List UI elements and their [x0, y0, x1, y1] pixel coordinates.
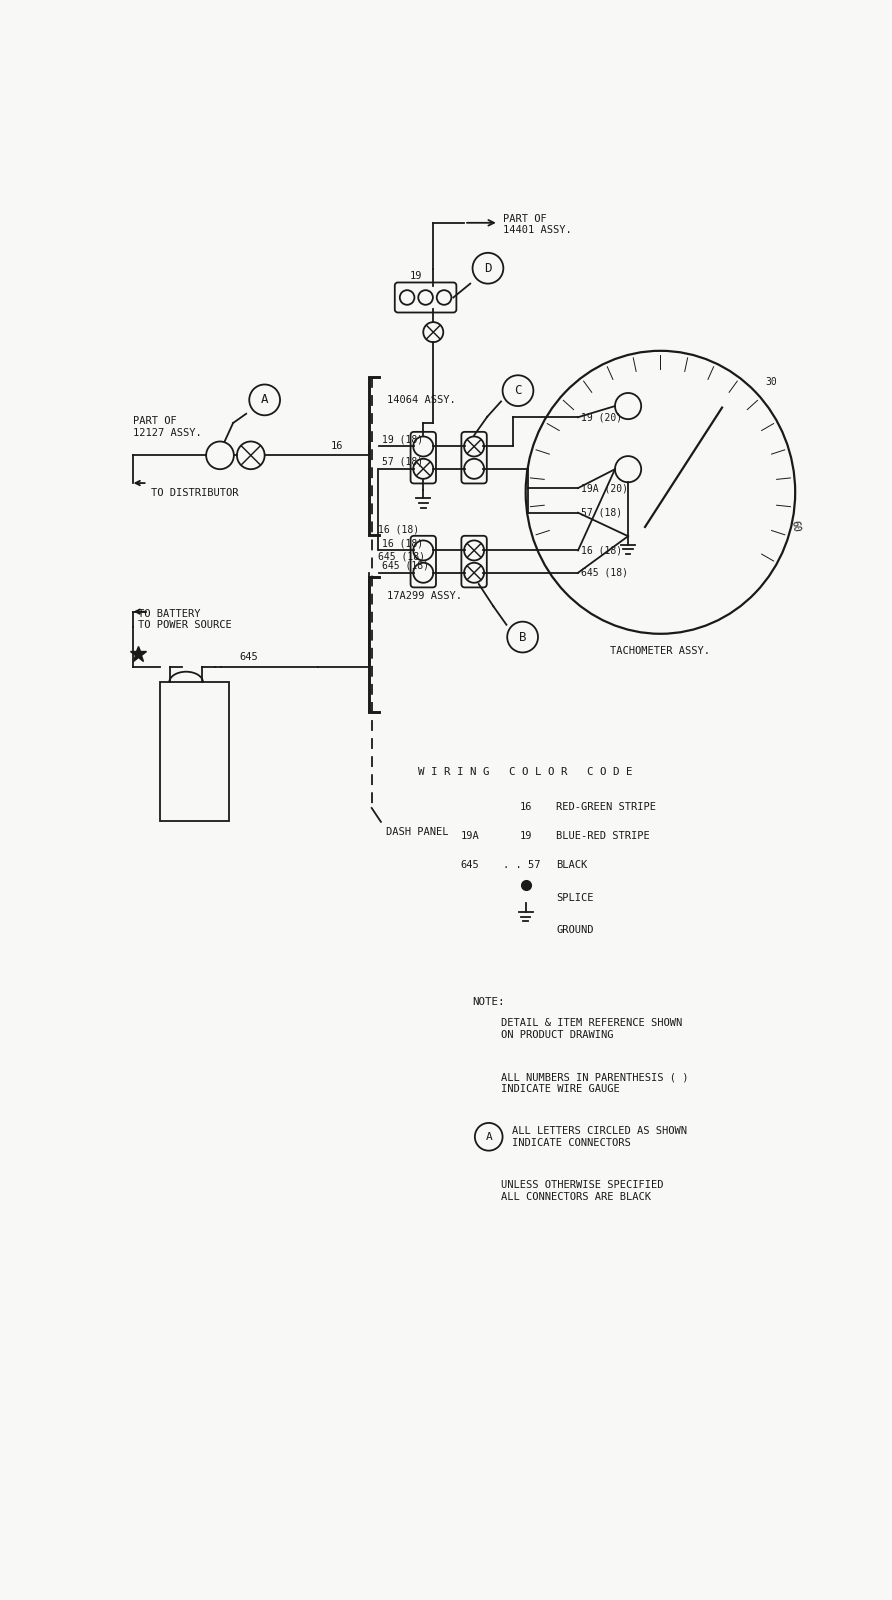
Text: 16 (18): 16 (18)	[382, 538, 423, 549]
Text: 645 (18): 645 (18)	[382, 560, 429, 570]
Text: PART OF
14401 ASSY.: PART OF 14401 ASSY.	[502, 213, 572, 235]
Text: UNLESS OTHERWISE SPECIFIED
ALL CONNECTORS ARE BLACK: UNLESS OTHERWISE SPECIFIED ALL CONNECTOR…	[501, 1179, 664, 1202]
Text: 16: 16	[519, 802, 532, 811]
Text: . . 57: . . 57	[502, 861, 540, 870]
Text: DASH PANEL: DASH PANEL	[385, 827, 448, 837]
Text: 19A: 19A	[461, 830, 480, 842]
Text: D: D	[484, 262, 491, 275]
Text: A: A	[260, 394, 268, 406]
Text: ALL NUMBERS IN PARENTHESIS ( )
INDICATE WIRE GAUGE: ALL NUMBERS IN PARENTHESIS ( ) INDICATE …	[501, 1072, 689, 1094]
Text: TACHOMETER ASSY.: TACHOMETER ASSY.	[610, 646, 710, 656]
Text: TO BATTERY
TO POWER SOURCE: TO BATTERY TO POWER SOURCE	[138, 608, 232, 630]
Text: GROUND: GROUND	[557, 925, 594, 934]
Text: 16 (18): 16 (18)	[378, 525, 419, 534]
Text: 17A299 ASSY.: 17A299 ASSY.	[387, 592, 462, 602]
Text: DETAIL & ITEM REFERENCE SHOWN
ON PRODUCT DRAWING: DETAIL & ITEM REFERENCE SHOWN ON PRODUCT…	[501, 1018, 682, 1040]
Text: 645 (18): 645 (18)	[581, 568, 628, 578]
Text: 645: 645	[239, 651, 258, 662]
Text: 645: 645	[461, 861, 480, 870]
Text: 19A (20): 19A (20)	[581, 483, 628, 493]
Text: BLUE-RED STRIPE: BLUE-RED STRIPE	[557, 830, 650, 842]
Text: 19: 19	[410, 272, 423, 282]
Text: 57 (18): 57 (18)	[382, 456, 423, 466]
Text: 645 (18): 645 (18)	[378, 552, 425, 562]
Text: 16: 16	[331, 442, 343, 451]
Text: 19 (18): 19 (18)	[382, 434, 423, 445]
Text: NOTE:: NOTE:	[472, 997, 504, 1006]
Text: 57 (18): 57 (18)	[581, 507, 623, 518]
Text: TO DISTRIBUTOR: TO DISTRIBUTOR	[151, 488, 238, 498]
Text: 60: 60	[789, 520, 801, 533]
Text: B: B	[519, 630, 526, 643]
Text: 19: 19	[519, 830, 532, 842]
Text: W I R I N G   C O L O R   C O D E: W I R I N G C O L O R C O D E	[418, 766, 633, 778]
Text: RED-GREEN STRIPE: RED-GREEN STRIPE	[557, 802, 657, 811]
Text: 16 (18): 16 (18)	[581, 546, 623, 555]
Text: 14064 ASSY.: 14064 ASSY.	[387, 395, 456, 405]
Text: C: C	[514, 384, 522, 397]
Text: PART OF
12127 ASSY.: PART OF 12127 ASSY.	[133, 416, 202, 438]
Text: A: A	[485, 1131, 492, 1142]
Text: BLACK: BLACK	[557, 861, 588, 870]
Text: ALL LETTERS CIRCLED AS SHOWN
INDICATE CONNECTORS: ALL LETTERS CIRCLED AS SHOWN INDICATE CO…	[512, 1126, 687, 1147]
Text: 30: 30	[765, 378, 777, 387]
Text: SPLICE: SPLICE	[557, 893, 594, 902]
Text: 19 (20): 19 (20)	[581, 413, 623, 422]
